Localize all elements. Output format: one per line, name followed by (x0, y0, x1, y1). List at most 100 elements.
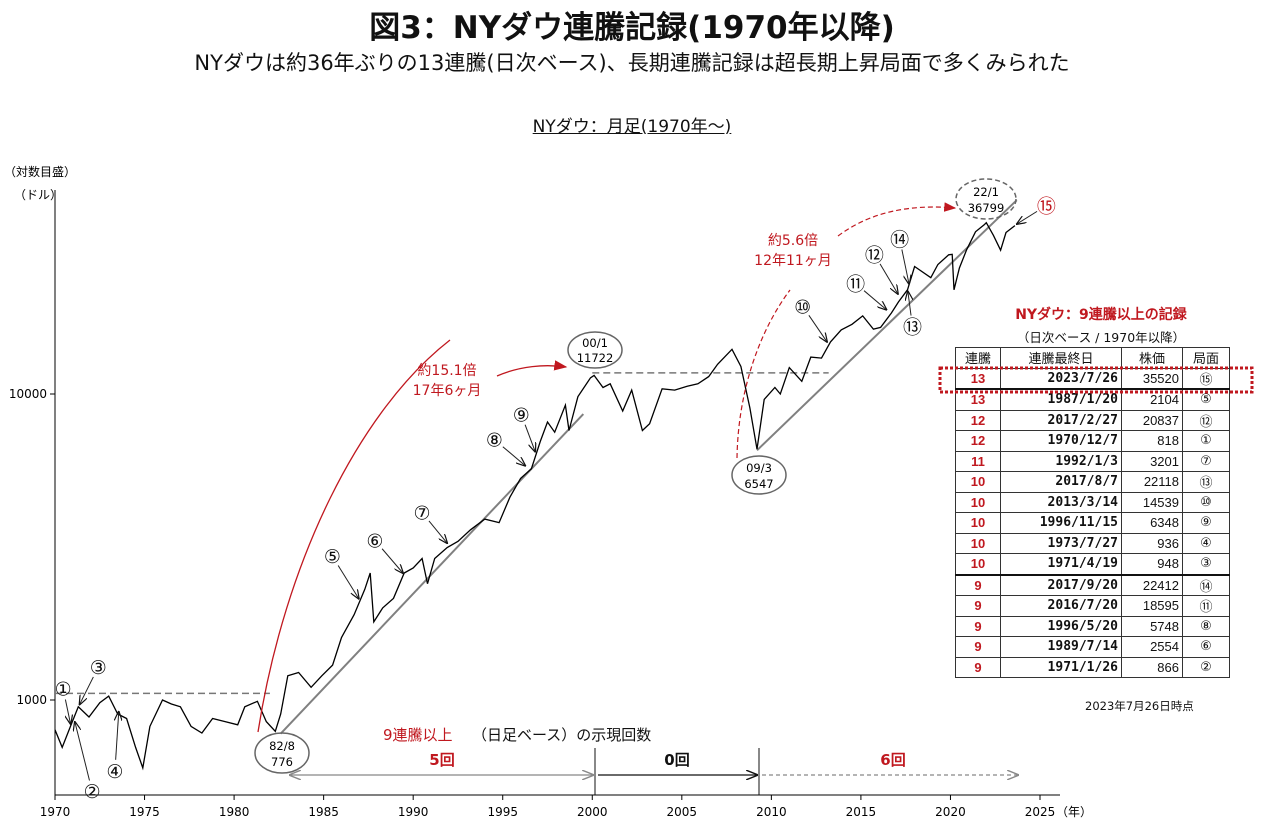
x-tick-label: 1985 (308, 805, 339, 819)
streak-count-cell: 12 (955, 430, 1001, 452)
phase-cell: ⑮ (1182, 367, 1230, 390)
price-cell: 2104 (1121, 388, 1183, 411)
page-subtitle: NYダウは約36年ぶりの13連騰(日次ベース)、長期連騰記録は超長期上昇局面で多… (194, 51, 1070, 75)
trough-2009-value: 6547 (744, 477, 773, 491)
rise-1-arc (257, 339, 451, 733)
phase-marker-arrow (381, 548, 403, 573)
table-row: 9 1996/5/20 5748 ⑧ (955, 615, 1230, 637)
table-row: 9 1989/7/14 2554 ⑥ (955, 636, 1230, 658)
end-date-cell: 2016/7/20 (1000, 595, 1122, 617)
price-cell: 6348 (1121, 512, 1183, 534)
table-row: 12 2017/2/27 20837 ⑫ (955, 409, 1230, 431)
count-caption-black: （日足ベース）の示現回数 (472, 726, 651, 744)
end-date-cell: 1973/7/27 (1000, 532, 1122, 554)
dow-price-line (54, 221, 1016, 771)
phase-marker: ⑥ (366, 530, 383, 552)
price-cell: 948 (1121, 553, 1183, 575)
x-tick-label: 2005 (667, 805, 698, 819)
price-cell: 18595 (1121, 595, 1183, 617)
header-end-date: 連騰最終日 (1000, 347, 1122, 369)
phase-cell: ③ (1182, 553, 1230, 575)
header-price: 株価 (1121, 347, 1183, 369)
streak-count-cell: 10 (955, 471, 1001, 493)
table-title: NYダウ：9連騰以上の記録 (1015, 307, 1187, 323)
peak-2000-date: 00/1 (582, 336, 608, 350)
end-date-cell: 2017/9/20 (1000, 573, 1122, 596)
table-row: 9 2016/7/20 18595 ⑪ (955, 595, 1230, 617)
phase-cell: ① (1182, 430, 1230, 452)
streak-count-cell: 10 (955, 532, 1001, 554)
phase-marker: ⑧ (486, 430, 503, 452)
streak-count-cell: 9 (955, 656, 1001, 678)
phase-marker: ④ (106, 761, 123, 783)
phase-cell: ② (1182, 656, 1230, 678)
table-subtitle: （日次ベース / 1970年以降） (1016, 330, 1186, 345)
phase-marker-arrow (80, 676, 94, 704)
phase-marker-arrow (1017, 210, 1038, 224)
end-date-cell: 1971/1/26 (1000, 656, 1122, 678)
phase-marker: ② (84, 781, 101, 803)
x-tick-label: 2025 (1025, 805, 1056, 819)
table-row: 11 1992/1/3 3201 ⑦ (955, 450, 1230, 472)
end-date-cell: 1992/1/3 (1000, 450, 1122, 472)
header-phase: 局面 (1182, 347, 1230, 369)
phase-marker-arrow (863, 290, 886, 310)
phase-marker: ① (55, 679, 72, 701)
phase-cell: ⑦ (1182, 450, 1230, 472)
peak-2022-ellipse (955, 178, 1017, 220)
phase-cell: ⑭ (1182, 573, 1230, 596)
price-cell: 818 (1121, 430, 1183, 452)
y-tick-label: 1000 (16, 693, 47, 707)
streak-count-cell: 9 (955, 595, 1001, 617)
phase-marker-arrow (502, 446, 525, 466)
price-cell: 2554 (1121, 636, 1183, 658)
phase-marker-arrow (901, 249, 909, 284)
count-1: 5回 (429, 751, 454, 769)
phase-marker-arrow (337, 565, 359, 598)
as-of-date: 2023年7月26日時点 (1085, 699, 1194, 713)
x-tick-label: 1990 (398, 805, 429, 819)
trend-line (756, 199, 1018, 452)
streak-records-table: 連騰 連騰最終日 株価 局面 13 2023/7/26 35520 ⑮ 13 1987/1… (955, 347, 1230, 678)
streak-count-cell: 9 (955, 636, 1001, 658)
rise-2-arrow (837, 202, 957, 237)
trend-line (279, 413, 585, 735)
table-row: 13 1987/1/20 2104 ⑤ (955, 388, 1230, 411)
trough-1982-value: 776 (271, 755, 293, 769)
phase-marker: ⑮ (1037, 196, 1056, 218)
phase-marker: ⑦ (413, 502, 430, 524)
y-unit-label-2: （ドル） (14, 188, 62, 202)
phase-cell: ⑧ (1182, 615, 1230, 637)
x-tick-label: 2020 (935, 805, 966, 819)
count-caption-red: 9連騰以上 (383, 726, 453, 744)
phase-marker: ⑬ (903, 317, 922, 339)
phase-cell: ⑤ (1182, 388, 1230, 411)
trough-2009-date: 09/3 (746, 461, 772, 475)
rise-2-duration: 12年11ヶ月 (754, 253, 832, 269)
table-row: 10 1996/11/15 6348 ⑨ (955, 512, 1230, 534)
x-tick-label: 1980 (219, 805, 250, 819)
x-tick-label: 2015 (846, 805, 877, 819)
end-date-cell: 1996/5/20 (1000, 615, 1122, 637)
table-row: 10 1971/4/19 948 ③ (955, 553, 1230, 575)
phase-marker-arrow (65, 699, 70, 723)
streak-count-cell: 9 (955, 615, 1001, 637)
phase-marker: ⑭ (890, 229, 909, 251)
streak-count-cell: 11 (955, 450, 1001, 472)
rise-1-duration: 17年6ヶ月 (413, 383, 482, 399)
streak-count-cell: 13 (955, 367, 1001, 390)
price-cell: 5748 (1121, 615, 1183, 637)
streak-count-cell: 10 (955, 553, 1001, 575)
x-tick-label: 1975 (129, 805, 160, 819)
rise-1-multiple: 約15.1倍 (417, 363, 476, 379)
phase-marker: ⑤ (324, 546, 341, 568)
chart-title: NYダウ：月足(1970年～) (532, 117, 732, 137)
phase-marker: ⑫ (865, 244, 884, 266)
x-tick-label: 1995 (487, 805, 518, 819)
phase-marker: ⑩ (794, 296, 811, 318)
price-cell: 14539 (1121, 491, 1183, 513)
trough-1982-ellipse (254, 732, 310, 774)
streak-count-cell: 12 (955, 409, 1001, 431)
peak-2022-value: 36799 (968, 201, 1005, 215)
